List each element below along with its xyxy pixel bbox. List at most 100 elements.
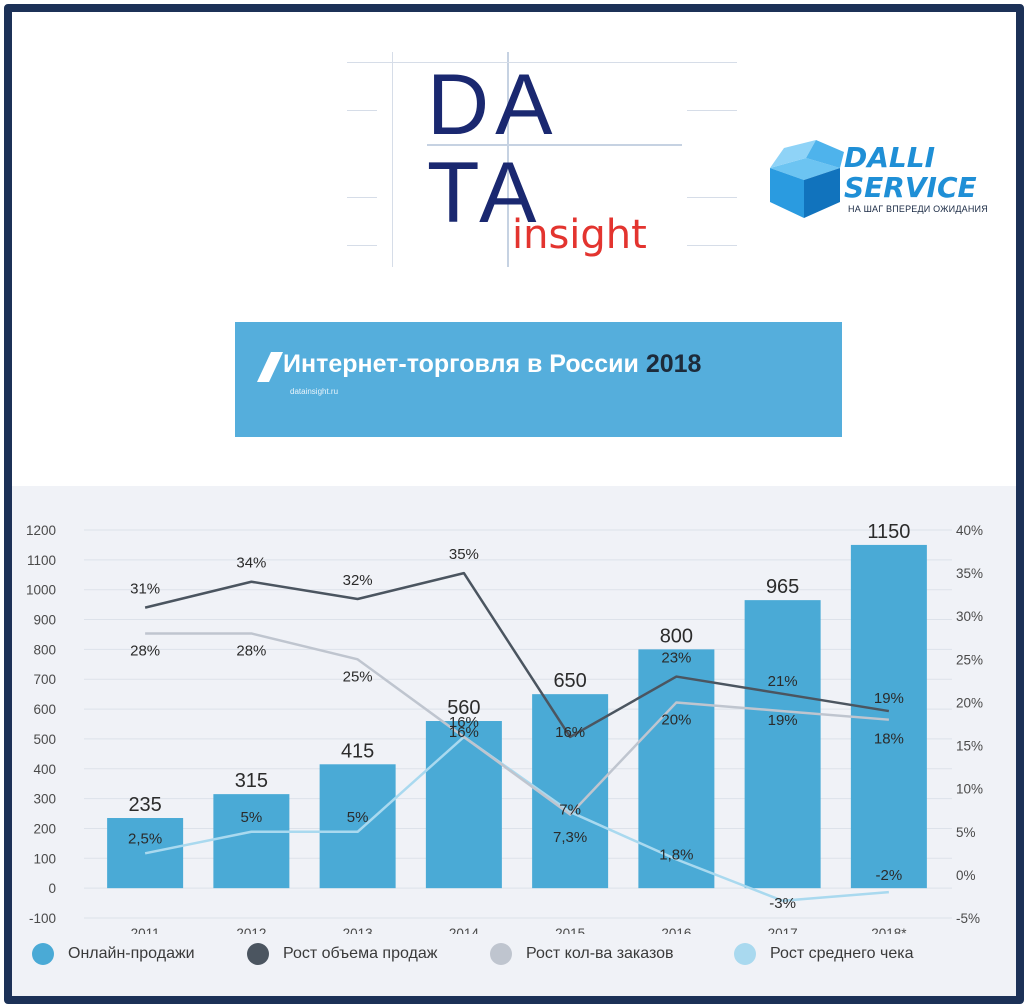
chart-legend: Онлайн-продажи Рост объема продаж Рост к…	[12, 934, 1016, 974]
dalli-service-logo: DALLI SERVICE НА ШАГ ВПЕРЕДИ ОЖИДАНИЯ	[764, 134, 999, 229]
legend-label-orders-growth: Рост кол-ва заказов	[526, 945, 674, 962]
bar	[744, 600, 821, 889]
y-left-tick-label: 1100	[27, 553, 56, 568]
bar	[213, 794, 290, 889]
y-right-tick-label: 35%	[956, 566, 983, 581]
point-label-orders-growth: 19%	[768, 712, 798, 729]
y-left-tick-label: 300	[33, 792, 56, 807]
legend-label-sales-growth: Рост объема продаж	[283, 945, 438, 962]
bar	[532, 694, 609, 889]
point-label-sales-growth: 21%	[768, 673, 798, 690]
y-left-tick-label: 900	[33, 613, 56, 628]
y-left-tick-label: 0	[48, 881, 56, 896]
chart-area: -100 0 100 200 300 400 500 600 700 800 900 1000 1100…	[12, 486, 1016, 996]
legend-label-check-growth: Рост среднего чека	[770, 945, 914, 962]
x-tick-label: 2015	[555, 926, 585, 934]
y-left-tick-label: 200	[33, 821, 56, 836]
banner-title: Интернет-торговля в России 2018	[283, 350, 701, 379]
legend-label-online-sales: Онлайн-продажи	[68, 945, 195, 962]
y-left-tick-label: -100	[29, 911, 56, 926]
line-sales-growth	[144, 571, 890, 739]
y-left-tick-label: 800	[33, 642, 56, 657]
point-label-sales-growth: 35%	[449, 546, 479, 563]
bar-value-label: 315	[235, 770, 268, 792]
y-left-tick-label: 500	[33, 732, 56, 747]
bar	[425, 721, 502, 889]
bar-value-label: 1150	[867, 521, 910, 543]
x-tick-label: 2018*	[871, 926, 907, 934]
point-label-sales-growth: 34%	[236, 555, 266, 572]
y-left-tick-label: 400	[33, 762, 56, 777]
banner-url: datainsight.ru	[290, 387, 339, 396]
y-left-tick-label: 1200	[26, 523, 56, 538]
y-right-tick-label: 40%	[956, 523, 983, 538]
point-label-sales-growth: 31%	[130, 581, 160, 598]
dalli-tagline: НА ШАГ ВПЕРЕДИ ОЖИДАНИЯ	[848, 204, 988, 214]
datainsight-row1: DA	[427, 57, 559, 153]
bar-value-label: 650	[553, 670, 586, 692]
legend-item-online-sales: Онлайн-продажи	[32, 942, 195, 966]
legend-swatch-orders-growth	[490, 943, 512, 965]
report-banner: Интернет-торговля в России 2018 datainsi…	[235, 322, 842, 437]
point-label-check-growth: 7,3%	[553, 829, 587, 846]
point-label-orders-growth: 20%	[661, 711, 691, 728]
legend-swatch-check-growth	[734, 943, 756, 965]
bar-value-label: 235	[128, 794, 161, 816]
bar	[319, 764, 396, 889]
y-left-tick-label: 1000	[26, 583, 56, 598]
header-area: DA TA insight DALLI SERVICE НА ШАГ ВПЕРЕ…	[12, 12, 1016, 494]
y-right-tick-label: -5%	[956, 911, 980, 926]
y-right-tick-label: 25%	[956, 652, 983, 667]
x-tick-label: 2017	[768, 926, 798, 934]
banner-year: 2018	[645, 350, 702, 378]
x-tick-label: 2014	[449, 926, 480, 934]
box-icon	[770, 140, 844, 218]
point-label-check-growth: 1,8%	[659, 846, 693, 863]
point-label-check-growth: 5%	[241, 809, 263, 826]
point-label-sales-growth: 23%	[661, 650, 691, 667]
slash-icon	[257, 352, 283, 382]
y-right-tick-label: 10%	[956, 782, 983, 797]
x-tick-label: 2013	[343, 926, 373, 934]
point-label-orders-growth: 18%	[874, 731, 904, 748]
y-right-tick-label: 0%	[956, 868, 976, 883]
point-label-sales-growth: 32%	[343, 572, 373, 589]
datainsight-logo: DA TA insight	[347, 52, 737, 282]
legend-swatch-sales-growth	[247, 943, 269, 965]
point-label-orders-growth: 28%	[130, 642, 160, 659]
bar-value-label: 800	[660, 625, 693, 647]
y-left-tick-label: 700	[33, 672, 56, 687]
point-label-check-growth: -3%	[769, 895, 796, 912]
x-tick-label: 2012	[236, 926, 266, 934]
point-label-orders-growth: 28%	[236, 642, 266, 659]
datainsight-row2: TA	[427, 145, 543, 241]
bar-value-label: 415	[341, 740, 374, 762]
point-label-sales-growth: 16%	[555, 724, 585, 741]
banner-title-text: Интернет-торговля в России	[283, 350, 639, 378]
point-label-check-growth: 16%	[449, 714, 479, 731]
dalli-name-line2: SERVICE	[844, 171, 977, 204]
point-label-check-growth: -2%	[876, 867, 903, 884]
legend-item-check-growth: Рост среднего чека	[734, 942, 913, 966]
point-label-sales-growth: 19%	[874, 690, 904, 707]
point-label-orders-growth: 16%	[449, 724, 479, 741]
legend-item-sales-growth: Рост объема продаж	[247, 942, 437, 966]
datainsight-word: insight	[512, 212, 647, 258]
y-right-tick-label: 30%	[956, 609, 983, 624]
legend-swatch-online-sales	[32, 943, 54, 965]
y-right-tick-label: 20%	[956, 695, 983, 710]
point-label-check-growth: 5%	[347, 809, 369, 826]
combo-chart: -100 0 100 200 300 400 500 600 700 800 900 1000 1100…	[26, 521, 983, 934]
bar-value-label: 965	[766, 576, 799, 598]
point-label-orders-growth: 25%	[343, 668, 373, 685]
y-left-tick-label: 600	[33, 702, 56, 717]
point-label-check-growth: 2,5%	[128, 830, 162, 847]
image-frame: DA TA insight DALLI SERVICE НА ШАГ ВПЕРЕ…	[4, 4, 1024, 1004]
y-left-tick-label: 100	[33, 851, 56, 866]
legend-item-orders-growth: Рост кол-ва заказов	[490, 942, 674, 966]
line-orders-growth	[145, 632, 889, 816]
dalli-name-line1: DALLI	[844, 141, 936, 174]
x-tick-label: 2016	[661, 926, 691, 934]
x-tick-label: 2011	[131, 926, 160, 934]
bar-value-label: 560	[447, 697, 480, 719]
